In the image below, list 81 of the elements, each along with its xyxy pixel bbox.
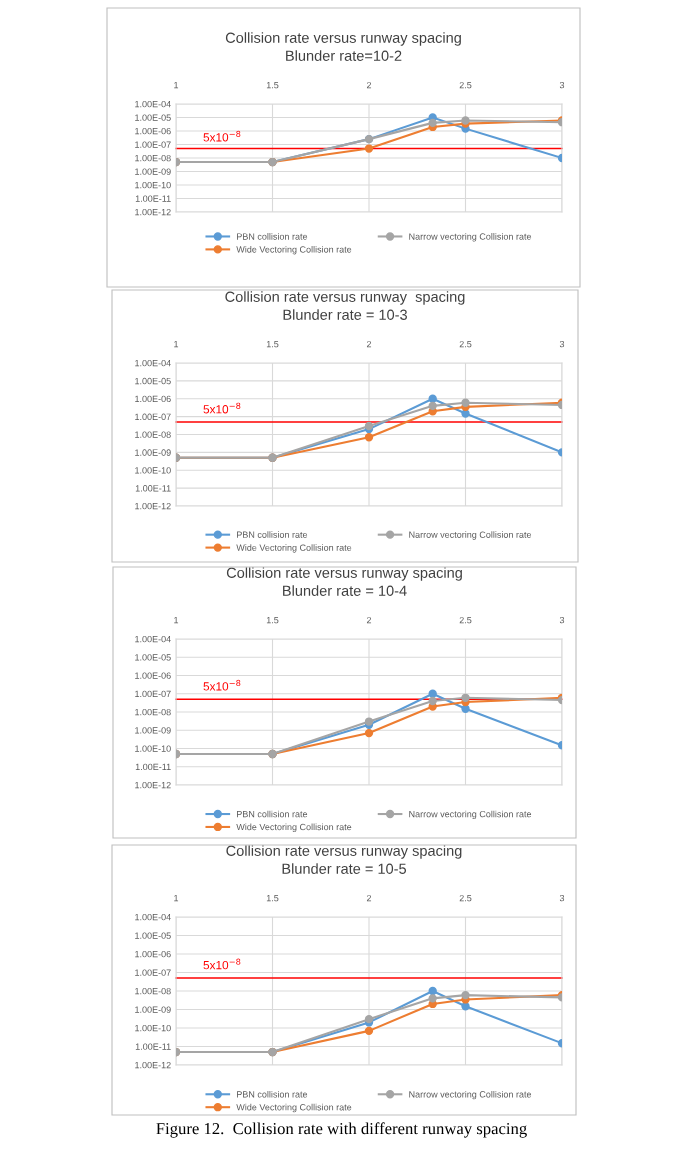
x-tick-label: 1.5: [266, 82, 279, 89]
y-tick-label: 1.00E-07: [135, 141, 171, 148]
y-tick-label: 1.00E-12: [135, 1061, 171, 1069]
y-tick-label: 1.00E-09: [135, 1006, 171, 1013]
y-tick-label: 1.00E-06: [135, 395, 171, 403]
y-tick-label: 1.00E-12: [135, 208, 171, 216]
y-tick-label: 1.00E-04: [135, 913, 171, 921]
x-tick-label: 2: [366, 81, 372, 89]
legend-label: PBN collision rate: [237, 531, 308, 538]
x-tick-label: 2.5: [459, 616, 472, 624]
y-tick-label: 1.00E-07: [135, 969, 171, 976]
y-tick-label: 1.00E-08: [135, 154, 171, 162]
x-tick-label: 1: [174, 617, 179, 624]
y-tick-label: 1.00E-09: [135, 449, 171, 456]
legend-label: Narrow vectoring Collision rate: [409, 233, 532, 242]
legend-label: PBN collision rate: [237, 1090, 308, 1098]
y-tick-label: 1.00E-11: [135, 485, 171, 492]
x-tick-label: 3: [559, 81, 565, 89]
chart-title: Collision rate versus runway spacing: [225, 32, 461, 46]
y-tick-label: 1.00E-04: [135, 635, 171, 643]
y-tick-label: 1.00E-04: [135, 100, 171, 108]
legend-label: Narrow vectoring Collision rate: [409, 1090, 532, 1100]
legend-label: Wide Vectoring Collision rate: [236, 1103, 352, 1113]
y-tick-label: 1.00E-08: [135, 431, 171, 438]
x-tick-label: 1: [174, 895, 179, 902]
x-tick-label: 2: [366, 616, 372, 624]
x-tick-label: 1.5: [266, 617, 279, 624]
y-tick-label: 1.00E-12: [135, 781, 171, 789]
y-tick-label: 1.00E-06: [135, 127, 171, 135]
legend-label: PBN collision rate: [237, 233, 308, 240]
ref-line-label: 5x10$^{−8}$: [203, 679, 241, 691]
x-tick-label: 2.5: [459, 340, 472, 348]
y-tick-label: 1.00E-06: [135, 672, 171, 679]
legend-label: Narrow vectoring Collision rate: [409, 810, 532, 820]
y-tick-label: 1.00E-10: [135, 1024, 171, 1032]
legend-label: Wide Vectoring Collision rate: [236, 823, 352, 832]
x-tick-label: 1.5: [266, 895, 279, 902]
x-tick-label: 1.5: [266, 341, 279, 348]
x-tick-label: 3: [559, 616, 565, 624]
y-tick-label: 1.00E-08: [135, 708, 171, 716]
y-tick-label: 1.00E-10: [135, 181, 171, 189]
x-tick-label: 1: [174, 82, 179, 89]
x-tick-label: 2.5: [459, 894, 472, 902]
chart-subtitle: Blunder rate = 10-4: [283, 585, 407, 596]
y-tick-label: 1.00E-08: [135, 987, 171, 995]
y-tick-label: 1.00E-09: [135, 727, 171, 734]
ref-line-label: 5x10$^{−8}$: [203, 130, 241, 142]
y-tick-label: 1.00E-11: [135, 195, 171, 202]
y-tick-label: 1.00E-05: [135, 654, 171, 661]
legend-label: Narrow vectoring Collision rate: [409, 531, 532, 540]
y-tick-label: 1.00E-05: [135, 377, 171, 385]
y-tick-label: 1.00E-07: [135, 413, 171, 420]
x-tick-label: 3: [559, 894, 565, 902]
y-tick-label: 1.00E-06: [135, 950, 171, 958]
y-tick-label: 1.00E-12: [135, 502, 171, 510]
y-tick-label: 1.00E-10: [135, 745, 171, 752]
y-tick-label: 1.00E-11: [135, 1043, 171, 1050]
y-tick-label: 1.00E-09: [135, 168, 171, 175]
y-tick-label: 1.00E-11: [135, 763, 171, 771]
caption: Figure 12. Collision rate with different runway spacing: [156, 1122, 527, 1138]
chart-subtitle: Blunder rate = 10-5: [282, 863, 407, 874]
y-tick-label: 1.00E-05: [135, 114, 171, 121]
chart-title: Collision rate versus runway spacing: [226, 567, 462, 581]
ref-line-label: 5x10$^{−8}$: [203, 958, 241, 970]
y-tick-label: 1.00E-07: [135, 690, 171, 698]
x-tick-label: 2: [366, 340, 372, 348]
x-tick-label: 2: [366, 894, 372, 902]
x-tick-label: 2.5: [459, 81, 472, 89]
legend-label: PBN collision rate: [237, 810, 308, 818]
legend-label: Wide Vectoring Collision rate: [236, 544, 352, 553]
ref-line-label: 5x10$^{−8}$: [203, 402, 241, 414]
legend-label: Wide Vectoring Collision rate: [236, 246, 352, 255]
chart-title: Collision rate versus runway spacing: [225, 291, 465, 305]
y-tick-label: 1.00E-04: [135, 359, 171, 367]
y-tick-label: 1.00E-05: [135, 932, 171, 939]
chart-subtitle: Blunder rate=10-2: [286, 50, 402, 61]
x-tick-label: 3: [559, 340, 565, 348]
x-tick-label: 1: [174, 341, 179, 348]
chart-title: Collision rate versus runway spacing: [226, 845, 462, 859]
chart-subtitle: Blunder rate = 10-3: [283, 309, 407, 320]
y-tick-label: 1.00E-10: [135, 467, 171, 474]
